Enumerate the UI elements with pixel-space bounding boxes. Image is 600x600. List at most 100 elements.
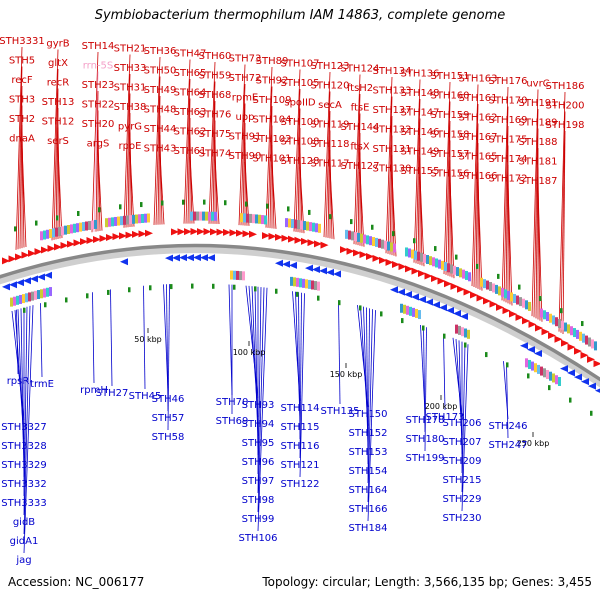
plus-gene-arrow[interactable] xyxy=(197,228,205,236)
gene-label-sth5[interactable]: STH5 xyxy=(9,56,35,67)
gene-label-sth36[interactable]: STH36 xyxy=(144,46,177,57)
minus-gene-arrow[interactable] xyxy=(581,378,589,386)
gene-label-sth105[interactable]: STH105 xyxy=(280,78,319,89)
plus-gene-arrow[interactable] xyxy=(379,256,387,264)
gene-label-sth75[interactable]: STH75 xyxy=(199,129,232,140)
gene-label-sth98[interactable]: STH98 xyxy=(242,495,275,506)
gene-label-sth191[interactable]: STH191 xyxy=(518,98,557,109)
plus-gene-arrow[interactable] xyxy=(574,347,582,355)
minus-gene-arrow[interactable] xyxy=(439,304,447,312)
gene-label-sth69[interactable]: STH69 xyxy=(216,416,249,427)
minus-gene-arrow[interactable] xyxy=(305,264,313,272)
gene-label-sth115[interactable]: STH115 xyxy=(280,422,319,433)
gene-label-sth57[interactable]: STH57 xyxy=(152,413,185,424)
gene-label-sth156[interactable]: STH156 xyxy=(430,169,469,180)
gene-label-rpmh[interactable]: rpmH xyxy=(80,385,108,396)
gene-label-sth76[interactable]: STH76 xyxy=(199,110,232,121)
gene-label-sth207[interactable]: STH207 xyxy=(442,437,481,448)
minus-gene-arrow[interactable] xyxy=(534,349,542,357)
gene-label-sth3328[interactable]: STH3328 xyxy=(1,441,46,452)
gene-label-sth167[interactable]: STH167 xyxy=(458,132,497,143)
plus-gene-arrow[interactable] xyxy=(288,235,296,243)
gene-label-ftse[interactable]: ftsE xyxy=(351,103,370,114)
minus-gene-arrow[interactable] xyxy=(425,298,433,306)
minus-gene-arrow[interactable] xyxy=(460,313,468,321)
plus-gene-arrow[interactable] xyxy=(522,317,530,325)
gene-label-sth68[interactable]: STH68 xyxy=(199,90,232,101)
minus-gene-arrow[interactable] xyxy=(186,254,194,262)
gene-label-sth147[interactable]: STH147 xyxy=(400,108,439,119)
plus-gene-arrow[interactable] xyxy=(86,237,95,245)
plus-gene-arrow[interactable] xyxy=(106,234,114,242)
gene-label-sth128[interactable]: STH128 xyxy=(280,156,319,167)
gene-label-sth3333[interactable]: STH3333 xyxy=(1,498,46,509)
minus-gene-arrow[interactable] xyxy=(120,258,128,266)
plus-gene-arrow[interactable] xyxy=(112,233,121,241)
gene-label-sth134[interactable]: STH134 xyxy=(372,66,411,77)
gene-label-sth92[interactable]: STH92 xyxy=(256,76,289,87)
gene-label-ftsh2[interactable]: ftsH2 xyxy=(347,83,373,94)
gene-label-sth149[interactable]: STH149 xyxy=(400,147,439,158)
gene-label-sth158[interactable]: STH158 xyxy=(430,130,469,141)
gene-label-sth157[interactable]: STH157 xyxy=(430,149,469,160)
plus-gene-arrow[interactable] xyxy=(431,274,439,282)
gene-label-sth96[interactable]: STH96 xyxy=(242,457,275,468)
plus-gene-arrow[interactable] xyxy=(73,239,82,247)
gene-label-sth186[interactable]: STH186 xyxy=(545,81,584,92)
plus-gene-arrow[interactable] xyxy=(509,310,517,318)
gene-label-sth116[interactable]: STH116 xyxy=(280,441,319,452)
gene-label-sth101[interactable]: STH101 xyxy=(252,154,291,165)
gene-label-sth118[interactable]: STH118 xyxy=(310,139,349,150)
gene-label-sth43[interactable]: STH43 xyxy=(144,144,177,155)
gene-label-sth150[interactable]: STH150 xyxy=(348,409,387,420)
gene-label-sth3329[interactable]: STH3329 xyxy=(1,460,46,471)
gene-label-gltx[interactable]: gltX xyxy=(48,58,68,69)
gene-label-sth23[interactable]: STH23 xyxy=(82,80,115,91)
plus-gene-arrow[interactable] xyxy=(268,232,277,240)
minus-gene-arrow[interactable] xyxy=(527,346,535,354)
gene-label-sth180[interactable]: STH180 xyxy=(405,434,444,445)
plus-gene-arrow[interactable] xyxy=(470,291,478,299)
gene-label-gida1[interactable]: gidA1 xyxy=(10,536,39,547)
minus-gene-arrow[interactable] xyxy=(432,301,440,309)
minus-gene-arrow[interactable] xyxy=(588,382,596,390)
plus-gene-arrow[interactable] xyxy=(346,247,355,255)
gene-label-sth164[interactable]: STH164 xyxy=(348,485,387,496)
plus-gene-arrow[interactable] xyxy=(119,232,127,240)
plus-gene-arrow[interactable] xyxy=(67,240,75,248)
gene-label-sth124[interactable]: STH124 xyxy=(340,64,379,75)
gene-label-sth45[interactable]: STH45 xyxy=(129,391,162,402)
gene-label-ftsx[interactable]: ftsX xyxy=(350,142,369,153)
gene-label-sth59[interactable]: STH59 xyxy=(199,71,232,82)
plus-gene-arrow[interactable] xyxy=(340,246,348,254)
gene-label-sth72[interactable]: STH72 xyxy=(229,73,262,84)
gene-label-sth165[interactable]: STH165 xyxy=(458,152,497,163)
plus-gene-arrow[interactable] xyxy=(281,234,290,242)
gene-label-trme[interactable]: trmE xyxy=(30,379,54,390)
plus-gene-arrow[interactable] xyxy=(483,297,491,305)
plus-gene-arrow[interactable] xyxy=(34,248,43,256)
gene-label-sth99[interactable]: STH99 xyxy=(242,514,275,525)
gene-label-sth102[interactable]: STH102 xyxy=(252,134,291,145)
plus-gene-arrow[interactable] xyxy=(203,228,212,236)
minus-gene-arrow[interactable] xyxy=(390,286,398,294)
gene-label-seca[interactable]: secA xyxy=(318,100,342,111)
gene-label-sth120[interactable]: STH120 xyxy=(310,81,349,92)
plus-gene-arrow[interactable] xyxy=(249,230,257,238)
gene-label-sth73[interactable]: STH73 xyxy=(229,54,262,65)
plus-gene-arrow[interactable] xyxy=(236,229,244,237)
gene-label-rpme[interactable]: rpmE xyxy=(232,93,259,104)
gene-label-sth123[interactable]: STH123 xyxy=(310,61,349,72)
gene-label-sth61[interactable]: STH61 xyxy=(174,146,207,157)
gene-label-sers[interactable]: serS xyxy=(47,136,69,147)
minus-gene-arrow[interactable] xyxy=(16,279,24,287)
gene-label-pyrg[interactable]: pyrG xyxy=(118,122,142,133)
gene-label-sth3331[interactable]: STH3331 xyxy=(0,36,45,47)
gene-label-sth94[interactable]: STH94 xyxy=(242,419,275,430)
minus-gene-arrow[interactable] xyxy=(595,387,600,394)
plus-gene-arrow[interactable] xyxy=(392,260,400,268)
gene-label-sth170[interactable]: STH170 xyxy=(488,96,527,107)
gene-label-sth161[interactable]: STH161 xyxy=(458,93,497,104)
gene-label-sth65[interactable]: STH65 xyxy=(174,68,207,79)
gene-label-args[interactable]: argS xyxy=(87,139,110,150)
